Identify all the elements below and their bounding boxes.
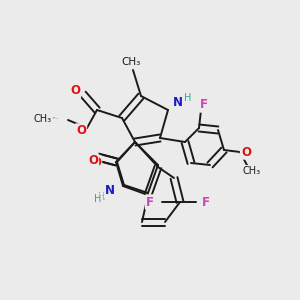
Text: methoxy: methoxy bbox=[53, 117, 59, 119]
Text: N: N bbox=[173, 97, 183, 110]
Text: N: N bbox=[105, 184, 115, 197]
Text: F: F bbox=[200, 98, 208, 112]
Text: O: O bbox=[91, 157, 101, 169]
Text: O: O bbox=[88, 154, 98, 167]
Text: O: O bbox=[70, 85, 80, 98]
Text: H: H bbox=[98, 192, 106, 202]
Text: O: O bbox=[241, 146, 251, 158]
Text: CH₃: CH₃ bbox=[243, 166, 261, 176]
Text: F: F bbox=[202, 196, 210, 208]
Text: CH₃: CH₃ bbox=[122, 57, 141, 67]
Text: H: H bbox=[184, 93, 192, 103]
Text: H: H bbox=[94, 194, 102, 204]
Text: OCH₃: OCH₃ bbox=[53, 118, 57, 119]
Text: F: F bbox=[146, 196, 154, 208]
Text: N: N bbox=[107, 184, 117, 196]
Text: O: O bbox=[76, 124, 86, 137]
Text: CH₃: CH₃ bbox=[34, 114, 52, 124]
